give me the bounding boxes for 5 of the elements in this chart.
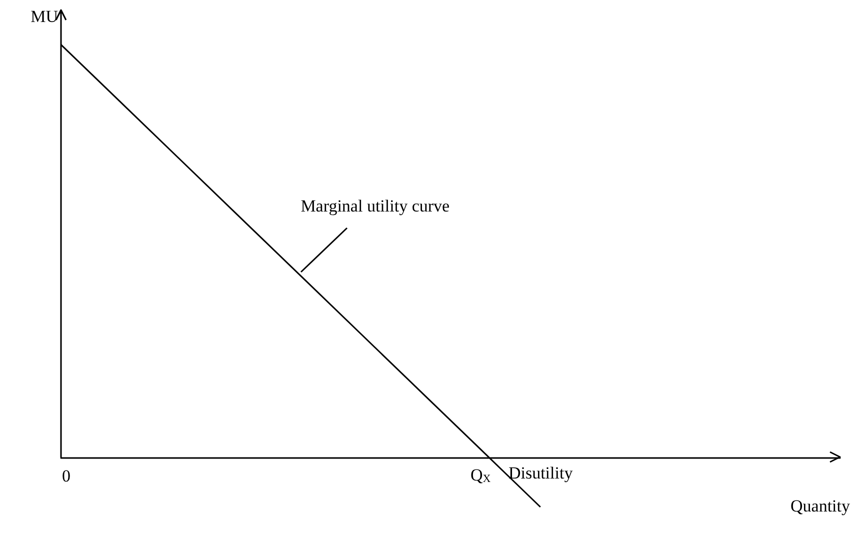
annotation: 0 <box>62 466 70 486</box>
annotation: Disutility <box>508 463 574 482</box>
annotation: Marginal utility curve <box>300 196 450 216</box>
y-axis-title: MU <box>30 7 58 26</box>
x-axis-title: Quantity <box>790 496 850 516</box>
